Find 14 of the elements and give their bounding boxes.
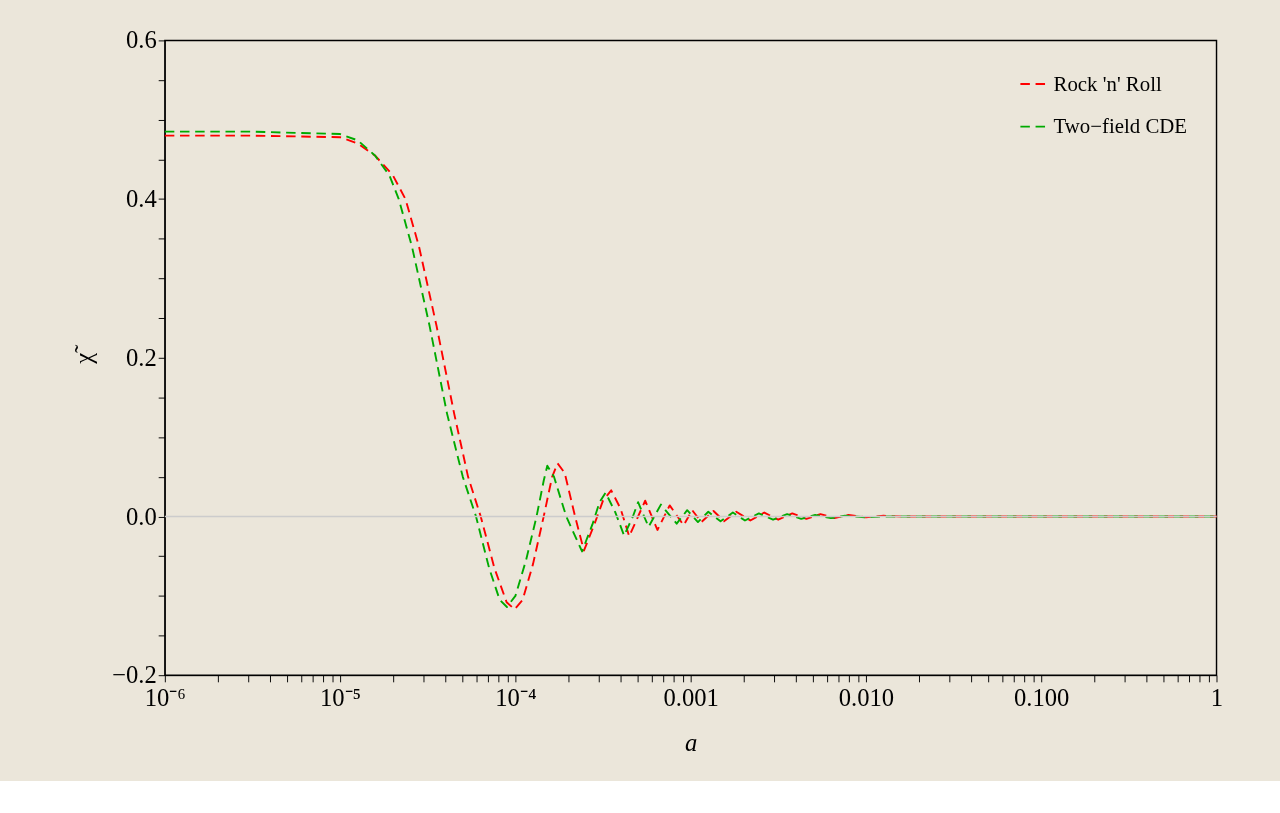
y-tick-label: 0.4 (126, 185, 157, 213)
x-tick-label: 0.100 (1014, 684, 1070, 711)
legend-label: Rock 'n' Roll (1053, 71, 1162, 96)
x-tick-label: 10⁻⁵ (320, 684, 362, 711)
y-tick-label: 0.0 (126, 502, 157, 530)
x-axis-title: a (685, 729, 698, 757)
y-tick-label: 0.2 (126, 343, 157, 371)
x-tick-label: 10⁻⁴ (495, 684, 537, 711)
x-tick-label: 0.001 (663, 684, 719, 711)
x-tick-label: 0.010 (838, 684, 895, 711)
y-axis-title: χ̃ (70, 343, 98, 365)
y-tick-label: 0.6 (126, 26, 157, 54)
legend-label: Two−field CDE (1053, 114, 1188, 139)
x-tick-label: 1 (1210, 684, 1224, 711)
